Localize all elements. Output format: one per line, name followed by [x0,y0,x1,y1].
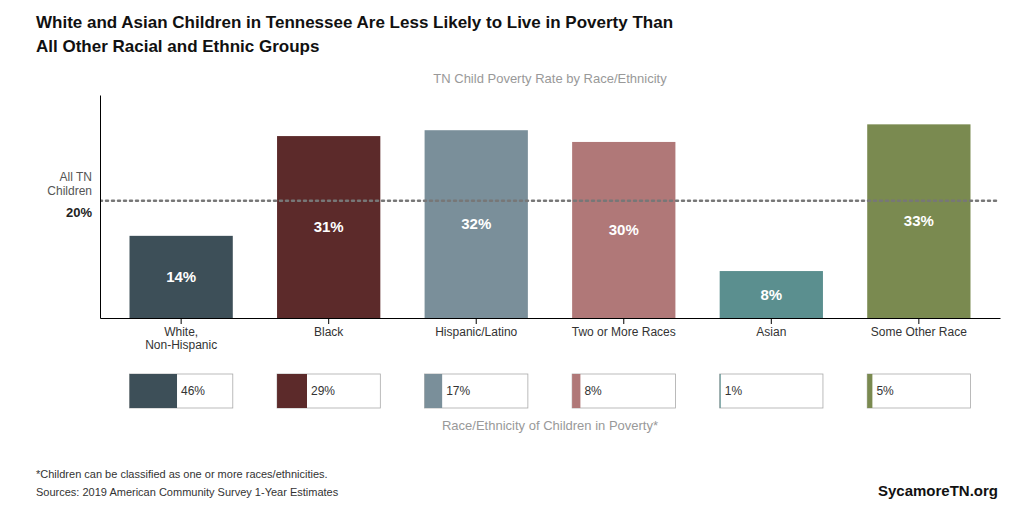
text-line: Black [314,325,344,339]
tick-mark [181,318,182,324]
data-label: 46% [181,384,205,398]
bar [572,374,580,408]
title: White and Asian Children in Tennessee Ar… [36,13,673,56]
data-label: 29% [311,384,335,398]
tick: Two or More Races [572,318,676,339]
text-line: Two or More Races [572,325,676,339]
footnote: *Children can be classified as one or mo… [36,468,328,480]
data-label: 8% [584,384,602,398]
bar [720,374,721,408]
bar [277,374,307,408]
text-line: Children [47,184,92,198]
tick-label: Two or More Races [572,325,676,339]
box-frame [572,374,675,408]
tick-label: Black [314,325,344,339]
text-line: Hispanic/Latino [435,325,517,339]
data-label: 31% [314,218,344,235]
bottom-data-labels: 46% 29% 17% 8% 1% 5% [181,384,894,398]
bar [867,124,970,318]
data-labels: 14% 31% 32% 30% 8% 33% [166,212,934,302]
box-frame [720,374,823,408]
bar [572,142,675,318]
tick-mark [918,318,919,324]
data-label: 30% [609,221,639,238]
x-axis-title: Race/Ethnicity of Children in Poverty* [442,418,658,433]
chart: White and Asian Children in Tennessee Ar… [0,0,1024,512]
box-frame [425,374,528,408]
text-line: White, [164,325,198,339]
tick: White,Non-Hispanic [145,318,217,352]
plot-area [100,124,1000,318]
bar [867,374,872,408]
data-label: 32% [461,215,491,232]
bar [130,374,178,408]
tick-label: White,Non-Hispanic [145,325,217,353]
bar [130,236,233,318]
tick: Some Other Race [871,318,967,339]
bottom-frames [130,374,971,408]
text-line: Asian [756,325,786,339]
reference-label: 20% [66,205,92,220]
subtitle: TN Child Poverty Rate by Race/Ethnicity [433,71,667,86]
data-label: 1% [725,384,743,398]
data-label: 14% [166,268,196,285]
box-frame [867,374,970,408]
bar [720,271,823,318]
tick: Hispanic/Latino [435,318,517,339]
axis-line [101,318,1001,319]
tick-mark [476,318,477,324]
reference-line [100,199,1000,202]
text-line: White and Asian Children in Tennessee Ar… [36,13,673,32]
text-line: Some Other Race [871,325,967,339]
bar [425,130,528,318]
data-label: 17% [446,384,470,398]
data-label: 33% [904,212,934,229]
reference-text: All TNChildren [47,170,92,198]
tick-mark [771,318,772,324]
bar [425,374,443,408]
text-line: All Other Racial and Ethnic Groups [36,37,319,56]
tick: Asian [756,318,786,339]
text-line: All TN [60,170,92,184]
tick-label: Hispanic/Latino [435,325,517,339]
axis-line [100,96,101,319]
y-axis [100,96,101,319]
x-axis: White,Non-Hispanic Black Hispanic/Latino Tw… [101,318,1001,352]
data-label: 8% [760,286,782,303]
tick-label: Some Other Race [871,325,967,339]
box-frame [130,374,233,408]
watermark: SycamoreTN.org [878,482,998,499]
tick-mark [328,318,329,324]
text-line: Non-Hispanic [145,338,217,352]
data-label: 5% [876,384,894,398]
tick: Black [314,318,344,339]
tick-label: Asian [756,325,786,339]
bar [277,136,380,318]
bottom-plot-area [130,374,873,408]
tick-mark [623,318,624,324]
source: Sources: 2019 American Community Survey … [36,486,339,498]
box-frame [277,374,380,408]
